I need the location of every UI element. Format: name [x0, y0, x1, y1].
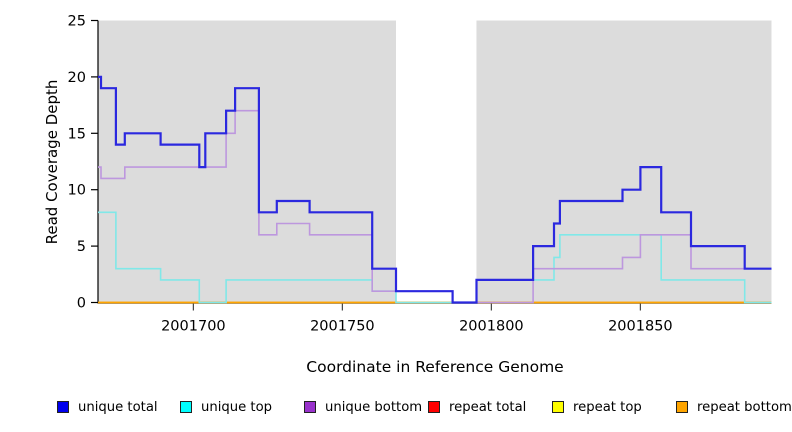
legend-label: repeat total — [449, 399, 527, 415]
legend-label: unique top — [201, 399, 273, 415]
legend-item-repeat-bottom: repeat bottom — [676, 399, 792, 415]
x-tick-label: 2001700 — [161, 319, 226, 335]
y-tick-label: 15 — [68, 126, 86, 142]
legend-label: unique total — [78, 399, 158, 415]
unique-region-shading — [98, 20, 397, 303]
chart-legend: unique total unique top unique bottom repea… — [0, 399, 792, 419]
series-line-unique-bottom — [98, 109, 772, 304]
legend-label: unique bottom — [325, 399, 423, 415]
legend-item-unique-top: unique top — [180, 399, 272, 415]
legend-swatch-unique-total — [57, 401, 69, 413]
x-tick-label: 2001850 — [608, 319, 673, 335]
legend-swatch-unique-bottom — [304, 401, 316, 413]
x-tick-label: 2001800 — [459, 319, 524, 335]
legend-swatch-repeat-bottom — [676, 401, 688, 413]
series-line-unique-total — [98, 75, 772, 304]
legend-label: repeat bottom — [697, 399, 792, 415]
legend-item-repeat-total: repeat total — [428, 399, 526, 415]
legend-swatch-unique-top — [180, 401, 192, 413]
x-tick-label: 2001750 — [310, 319, 375, 335]
legend-item-repeat-top: repeat top — [552, 399, 642, 415]
legend-item-unique-total: unique total — [57, 399, 158, 415]
y-tick-label: 25 — [68, 14, 86, 30]
legend-swatch-repeat-top — [552, 401, 564, 413]
legend-label: repeat top — [573, 399, 642, 415]
unique-region-shading — [476, 20, 772, 303]
y-tick-label: 10 — [68, 183, 86, 199]
y-tick-label: 20 — [68, 70, 86, 86]
legend-swatch-repeat-total — [428, 401, 440, 413]
y-tick-label: 5 — [77, 239, 86, 255]
series-line-unique-top — [98, 211, 772, 304]
x-axis-title: Coordinate in Reference Genome — [306, 358, 564, 376]
y-axis-title: Read Coverage Depth — [43, 79, 61, 245]
legend-item-unique-bottom: unique bottom — [304, 399, 422, 415]
y-tick-label: 0 — [77, 296, 86, 312]
